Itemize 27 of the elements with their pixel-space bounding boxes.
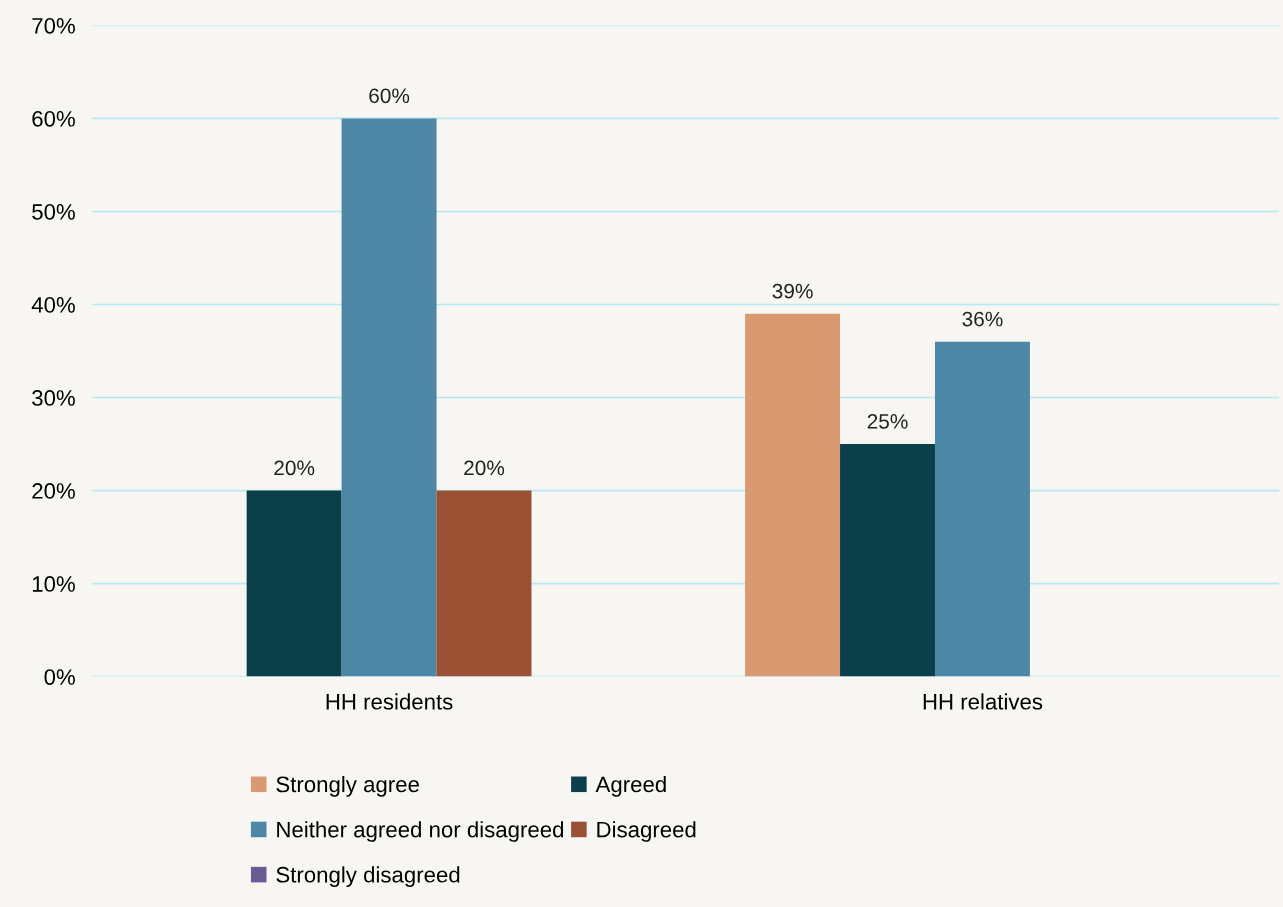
bar xyxy=(246,490,342,677)
x-tick-label: HH residents xyxy=(326,693,453,710)
y-tick-label: 50% xyxy=(32,204,75,220)
data-label: 39% xyxy=(772,283,813,299)
y-tick-label: 20% xyxy=(32,483,75,499)
y-tick-label: 40% xyxy=(31,297,75,313)
y-tick-label: 0% xyxy=(44,669,75,685)
y-tick-label: 70% xyxy=(32,17,75,34)
legend-label: Strongly agree xyxy=(276,775,419,797)
x-tick-label: HH relatives xyxy=(923,693,1043,710)
y-tick-label: 10% xyxy=(32,576,75,592)
bar xyxy=(341,118,437,677)
bar xyxy=(934,341,1030,677)
legend-label: Disagreed xyxy=(597,821,696,842)
bar xyxy=(745,313,841,677)
data-label: 60% xyxy=(369,88,410,104)
legend-label: Strongly disagreed xyxy=(276,866,460,887)
bar xyxy=(436,490,532,677)
data-label: 25% xyxy=(867,414,908,429)
legend-label: Agreed xyxy=(595,775,666,797)
y-tick-label: 60% xyxy=(32,110,75,127)
y-tick-label: 30% xyxy=(32,390,75,406)
data-label: 20% xyxy=(464,460,505,476)
legend-label: Neither agreed nor disagreed xyxy=(277,821,564,842)
data-label: 20% xyxy=(274,460,315,476)
bar xyxy=(840,444,935,677)
data-label: 36% xyxy=(962,311,1003,327)
